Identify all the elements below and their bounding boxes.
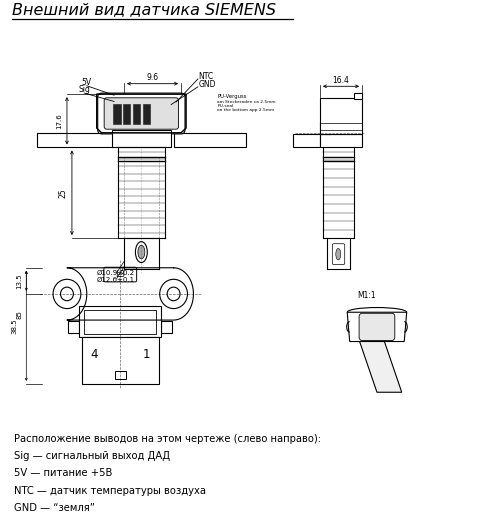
Text: 16.4: 16.4 — [332, 76, 349, 85]
Circle shape — [61, 287, 73, 301]
Text: 13.5: 13.5 — [16, 273, 22, 289]
Text: Внешний вид датчика SIEMENS: Внешний вид датчика SIEMENS — [12, 2, 276, 17]
FancyBboxPatch shape — [104, 267, 136, 282]
Bar — [161, 321, 172, 333]
Text: 17.6: 17.6 — [57, 113, 62, 129]
Text: 4: 4 — [90, 348, 98, 361]
FancyBboxPatch shape — [332, 244, 345, 265]
Bar — [320, 134, 362, 147]
Ellipse shape — [138, 245, 145, 259]
Text: am Steckeroden ca 2.5mm: am Steckeroden ca 2.5mm — [217, 100, 276, 104]
Bar — [115, 371, 126, 379]
Circle shape — [53, 279, 81, 309]
Ellipse shape — [135, 242, 147, 263]
Bar — [113, 104, 121, 124]
Bar — [133, 104, 140, 124]
Text: NTC — датчик температуры воздуха: NTC — датчик температуры воздуха — [14, 486, 206, 496]
Bar — [123, 104, 130, 124]
Text: 5V — питание +5В: 5V — питание +5В — [14, 469, 112, 479]
Text: 85: 85 — [16, 311, 22, 319]
Text: PU-Verguss: PU-Verguss — [217, 94, 247, 99]
Circle shape — [160, 279, 187, 309]
Bar — [68, 321, 79, 333]
Text: GND: GND — [198, 81, 216, 89]
Text: L3: L3 — [115, 269, 125, 279]
FancyBboxPatch shape — [359, 313, 395, 340]
Text: on the bottom app 2.5mm: on the bottom app 2.5mm — [217, 108, 274, 112]
Bar — [37, 133, 114, 147]
Bar — [84, 310, 156, 334]
Text: Sig: Sig — [78, 85, 90, 94]
Text: PU-seal: PU-seal — [217, 104, 234, 108]
Polygon shape — [97, 94, 186, 133]
Bar — [174, 133, 246, 147]
Text: 25: 25 — [59, 189, 67, 198]
Text: Ø12.6±0.1: Ø12.6±0.1 — [97, 276, 135, 282]
Bar — [293, 134, 320, 147]
Bar — [354, 93, 362, 99]
Text: M1:1: M1:1 — [357, 291, 376, 300]
Bar — [320, 98, 362, 134]
Text: GND — “земля”: GND — “земля” — [14, 503, 95, 513]
Bar — [112, 130, 171, 147]
Text: 5V: 5V — [82, 78, 92, 87]
Ellipse shape — [336, 248, 341, 260]
Text: 1: 1 — [142, 348, 150, 361]
Bar — [82, 337, 159, 384]
Polygon shape — [347, 312, 407, 342]
Text: Ø10.9±0.2: Ø10.9±0.2 — [97, 269, 135, 276]
Text: 9.6: 9.6 — [146, 73, 158, 82]
Bar — [79, 306, 161, 337]
Text: NTC: NTC — [198, 73, 213, 82]
Text: 38.5: 38.5 — [11, 318, 17, 334]
FancyBboxPatch shape — [98, 93, 185, 134]
Text: Расположение выводов на этом чертеже (слево направо):: Расположение выводов на этом чертеже (сл… — [14, 434, 321, 444]
Circle shape — [167, 287, 180, 301]
FancyBboxPatch shape — [104, 98, 179, 129]
Polygon shape — [360, 342, 402, 392]
Bar — [143, 104, 150, 124]
Bar — [320, 122, 330, 134]
Text: Sig — сигнальный выход ДАД: Sig — сигнальный выход ДАД — [14, 451, 170, 461]
